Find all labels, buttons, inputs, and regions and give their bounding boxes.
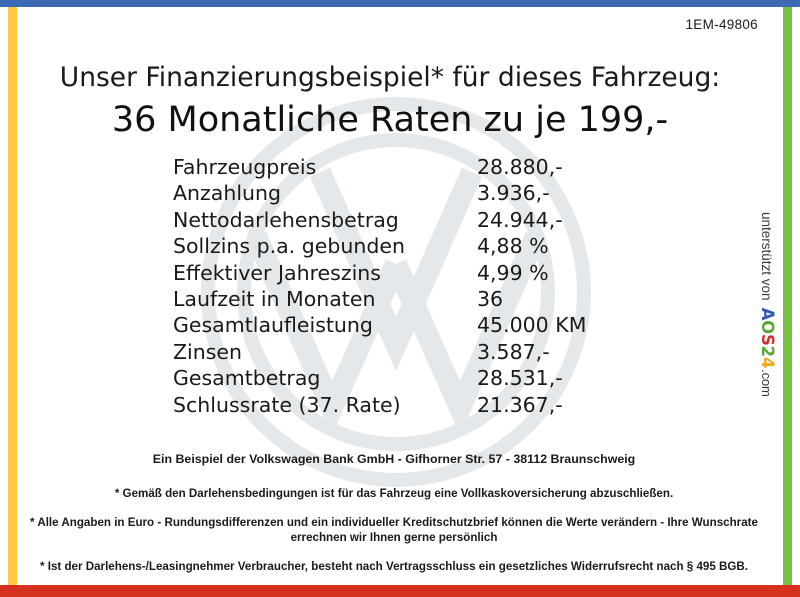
brand-letter-4: 4: [758, 356, 777, 369]
table-row: Gesamtbetrag 28.531,-: [173, 366, 593, 392]
table-row: Laufzeit in Monaten 36: [173, 287, 593, 313]
brand-letter-2: 2: [758, 345, 777, 357]
supported-by-label: unterstützt von: [759, 212, 774, 301]
finance-table: Fahrzeugpreis 28.880,- Anzahlung 3.936,-…: [173, 155, 593, 419]
brand-letter-o: O: [758, 320, 777, 334]
table-row: Zinsen 3.587,-: [173, 340, 593, 366]
brand-letter-s: S: [758, 333, 777, 346]
table-row: Sollzins p.a. gebunden 4,88 %: [173, 234, 593, 260]
table-row: Gesamtlaufleistung 45.000 KM: [173, 313, 593, 339]
row-label: Anzahlung: [173, 181, 282, 206]
supported-by-strip: unterstützt von AOS24.com: [756, 212, 782, 462]
table-row: Schlussrate (37. Rate) 21.367,-: [173, 393, 593, 419]
row-value: 36: [477, 286, 504, 311]
footer: Ein Beispiel der Volkswagen Bank GmbH - …: [24, 452, 764, 587]
frame-border-left: [8, 7, 17, 585]
row-label: Zinsen: [173, 339, 243, 364]
row-value: 4,88 %: [477, 234, 549, 259]
row-value: 21.367,-: [477, 392, 563, 417]
row-label: Sollzins p.a. gebunden: [173, 234, 405, 259]
frame-border-top: [0, 0, 800, 7]
page-title: Unser Finanzierungsbeispiel* für dieses …: [59, 62, 721, 93]
table-row: Fahrzeugpreis 28.880,-: [173, 155, 593, 181]
footer-note-withdrawal: * Ist der Darlehens-/Leasingnehmer Verbr…: [39, 559, 749, 573]
row-value: 45.000 KM: [477, 313, 587, 338]
footer-note-currency: * Alle Angaben in Euro - Rundungsdiffere…: [30, 515, 758, 545]
row-label: Schlussrate (37. Rate): [173, 392, 401, 417]
table-row: Nettodarlehensbetrag 24.944,-: [173, 208, 593, 234]
row-value: 28.880,-: [477, 155, 563, 179]
row-label: Laufzeit in Monaten: [173, 286, 376, 311]
frame-border-right: [783, 7, 792, 585]
row-value: 3.936,-: [477, 181, 550, 206]
row-label: Effektiver Jahreszins: [173, 260, 381, 285]
row-label: Fahrzeugpreis: [173, 155, 317, 179]
footer-company-line: Ein Beispiel der Volkswagen Bank GmbH - …: [152, 452, 636, 466]
table-row: Anzahlung 3.936,-: [173, 181, 593, 207]
row-value: 3.587,-: [477, 339, 550, 364]
page-subtitle: 36 Monatliche Raten zu je 199,-: [111, 100, 669, 140]
row-value: 24.944,-: [477, 207, 563, 232]
frame-border-bottom: [0, 585, 800, 597]
row-value: 28.531,-: [477, 366, 563, 391]
brand-letter-a: A: [758, 307, 777, 321]
footer-note-insurance: * Gemäß den Darlehensbedingungen ist für…: [114, 487, 674, 500]
brand-suffix: .com: [759, 369, 774, 397]
table-row: Effektiver Jahreszins 4,99 %: [173, 261, 593, 287]
vehicle-code: 1EM-49806: [685, 17, 758, 32]
row-value: 4,99 %: [477, 260, 549, 285]
aos24-logo[interactable]: AOS24.com: [758, 308, 777, 397]
row-label: Gesamtlaufleistung: [173, 313, 373, 338]
row-label: Nettodarlehensbetrag: [173, 207, 399, 232]
row-label: Gesamtbetrag: [173, 366, 321, 391]
